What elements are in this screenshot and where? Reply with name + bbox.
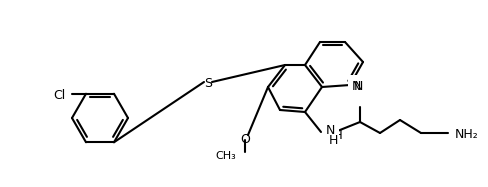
FancyBboxPatch shape: [323, 120, 339, 146]
Text: Cl: Cl: [54, 89, 66, 102]
Text: NH₂: NH₂: [455, 128, 479, 141]
Text: NH: NH: [325, 129, 344, 142]
Text: H: H: [328, 136, 337, 149]
Text: N: N: [326, 124, 335, 137]
Text: N: N: [326, 127, 335, 140]
Text: CH₃: CH₃: [215, 151, 236, 161]
FancyBboxPatch shape: [348, 75, 366, 95]
Text: S: S: [204, 77, 212, 90]
Text: N: N: [352, 80, 362, 93]
Text: N: N: [354, 80, 364, 93]
Text: H: H: [329, 134, 338, 147]
Text: O: O: [240, 133, 250, 146]
